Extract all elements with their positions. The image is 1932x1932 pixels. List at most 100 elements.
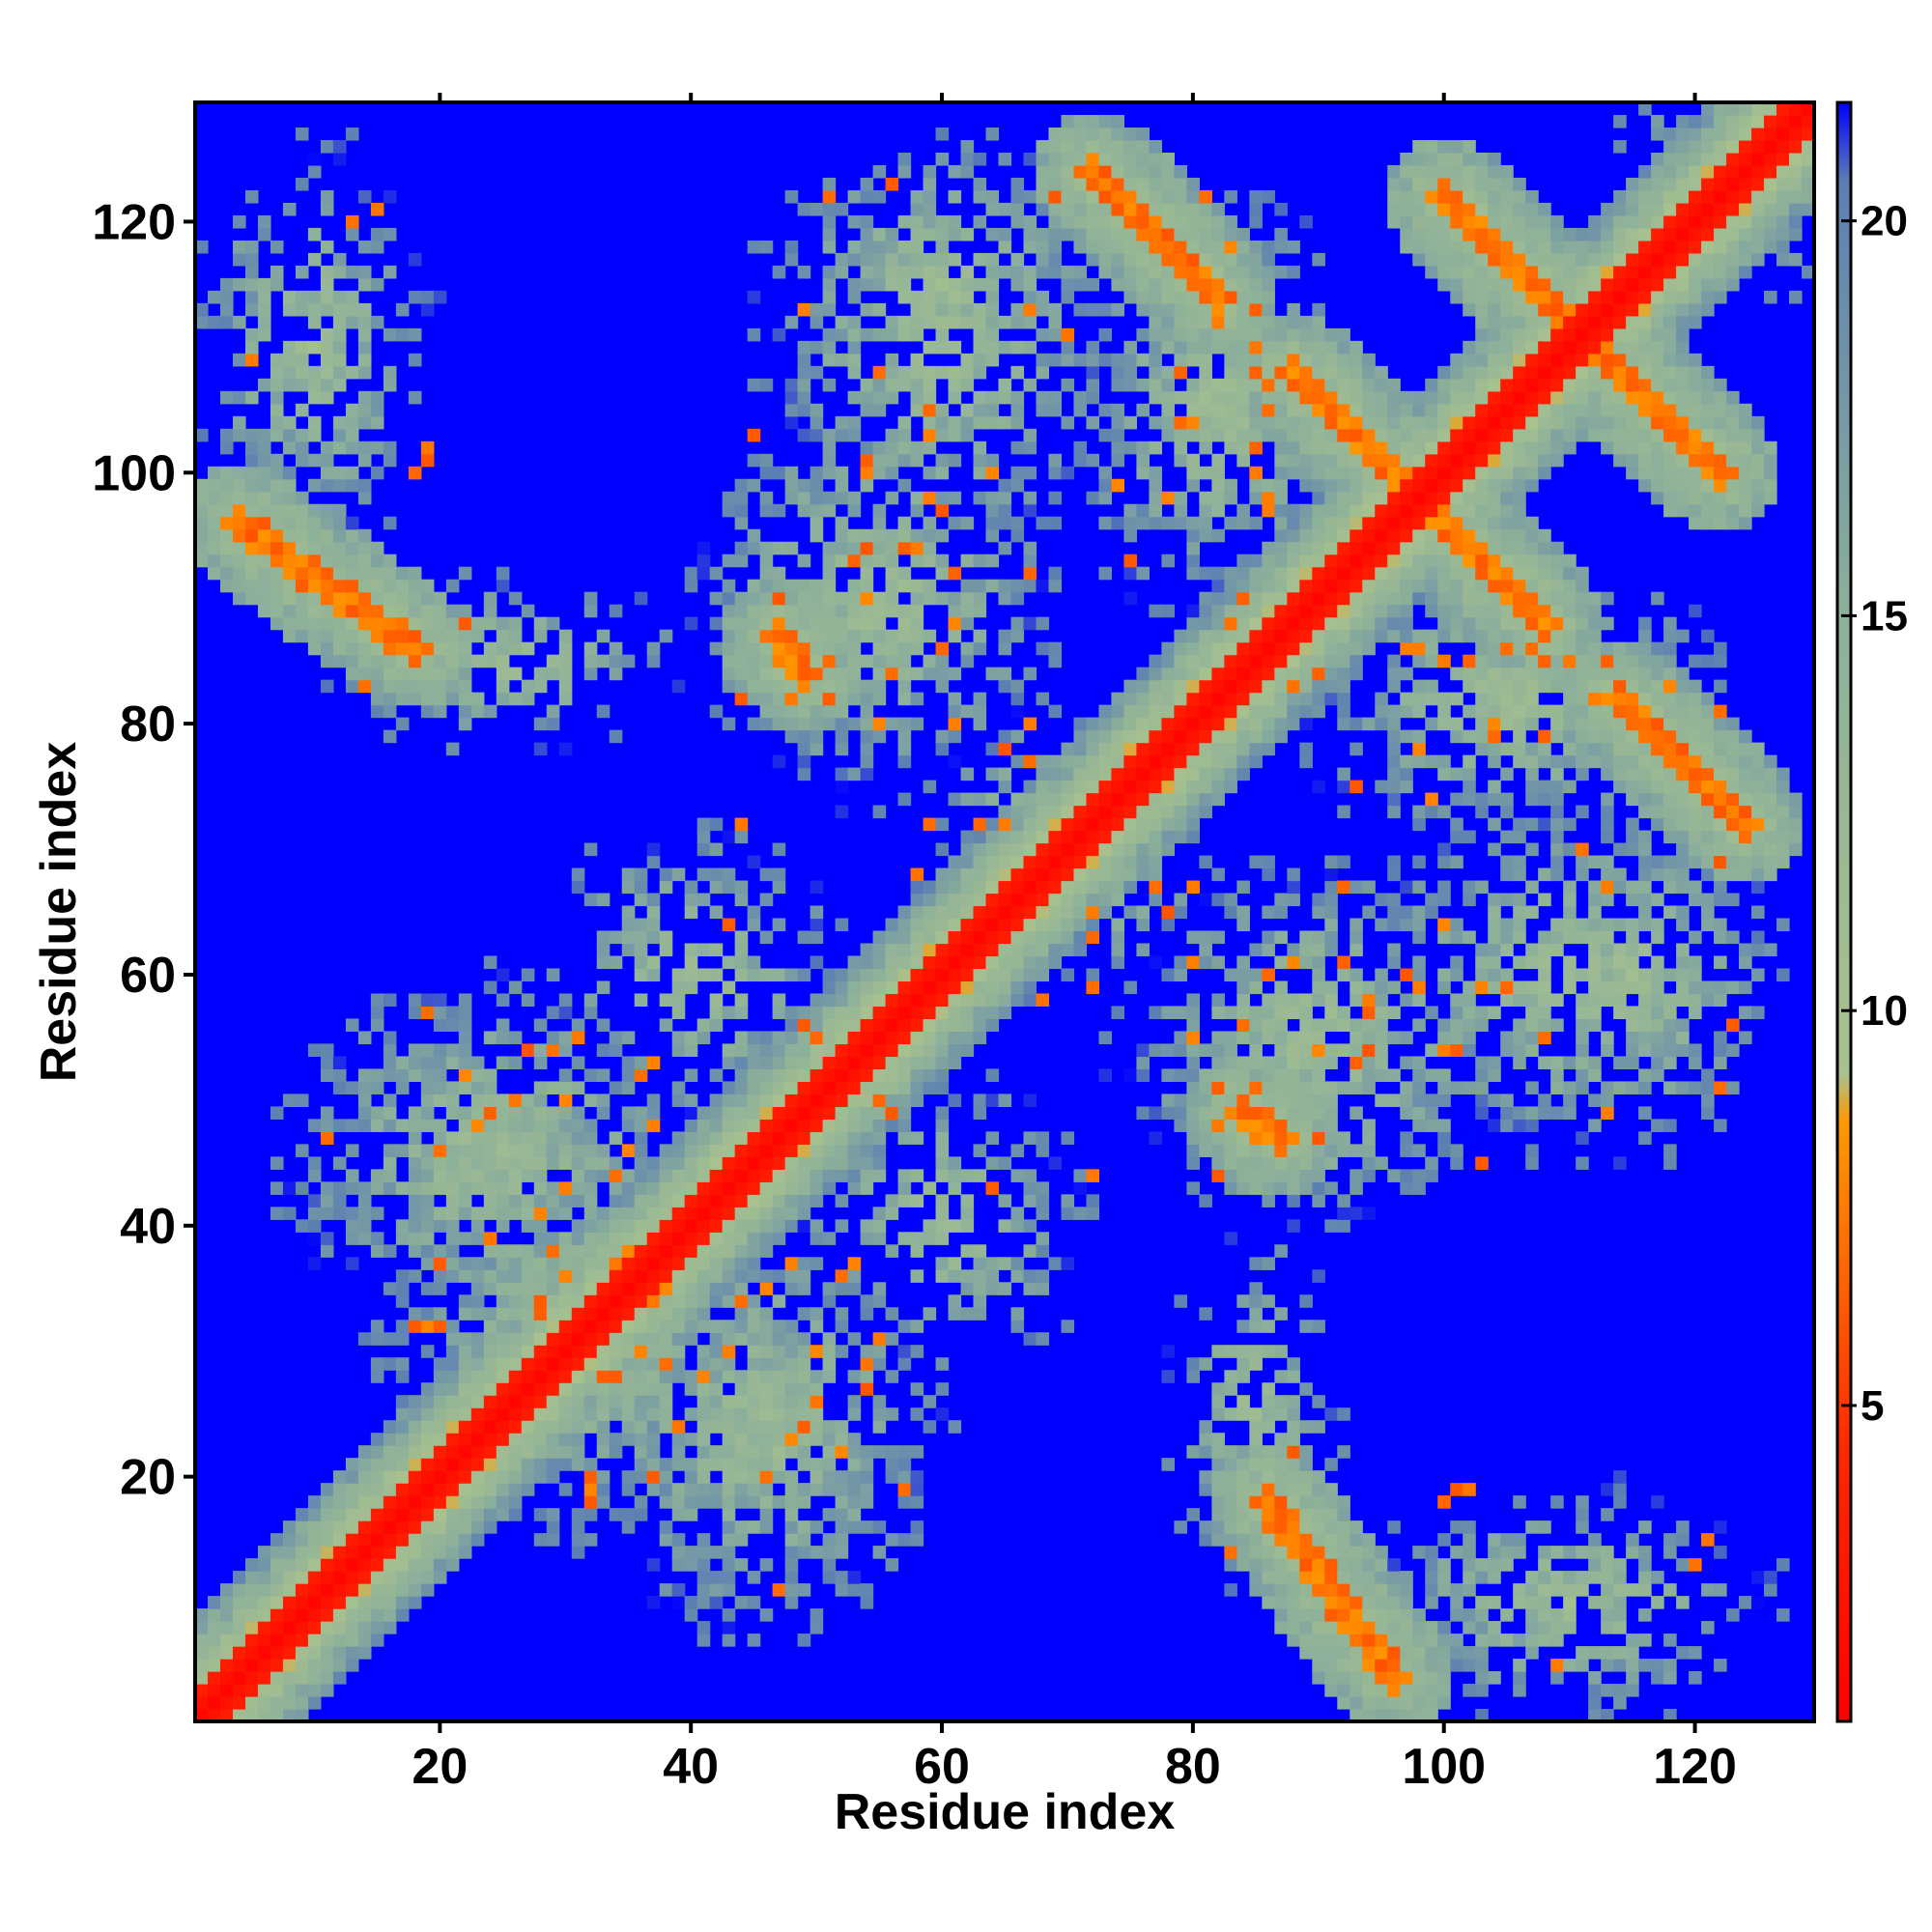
heatmap-cell bbox=[734, 516, 749, 530]
heatmap-cell bbox=[232, 566, 246, 581]
heatmap-cell bbox=[810, 1382, 824, 1396]
heatmap-cell bbox=[1224, 667, 1237, 681]
heatmap-cell bbox=[558, 1232, 573, 1245]
heatmap-cell bbox=[872, 591, 887, 606]
heatmap-cell bbox=[1161, 214, 1175, 229]
heatmap-cell bbox=[1249, 1357, 1263, 1371]
heatmap-cell bbox=[621, 1320, 636, 1333]
heatmap-cell bbox=[1111, 792, 1125, 807]
heatmap-cell bbox=[244, 1634, 259, 1647]
heatmap-cell bbox=[1010, 1207, 1025, 1220]
heatmap-cell bbox=[659, 1583, 673, 1597]
heatmap-cell bbox=[797, 667, 811, 681]
heatmap-cell bbox=[1224, 491, 1237, 505]
heatmap-cell bbox=[370, 1470, 384, 1484]
heatmap-cell bbox=[1337, 1006, 1350, 1020]
heatmap-cell bbox=[1111, 353, 1125, 367]
heatmap-cell bbox=[1174, 214, 1187, 229]
heatmap-cell bbox=[885, 327, 899, 342]
heatmap-cell bbox=[722, 667, 736, 681]
heatmap-cell bbox=[1010, 993, 1025, 1008]
heatmap-cell bbox=[772, 1144, 786, 1157]
heatmap-cell bbox=[1262, 867, 1275, 882]
heatmap-cell bbox=[910, 365, 924, 380]
heatmap-cell bbox=[1199, 893, 1212, 907]
heatmap-cell bbox=[998, 629, 1012, 643]
heatmap-cell bbox=[910, 980, 924, 995]
heatmap-cell bbox=[470, 1332, 485, 1346]
heatmap-cell bbox=[1236, 880, 1250, 895]
heatmap-cell bbox=[684, 980, 698, 995]
heatmap-cell bbox=[1111, 880, 1125, 895]
heatmap-cell bbox=[684, 1307, 698, 1321]
heatmap-cell bbox=[948, 629, 962, 643]
heatmap-cell bbox=[1149, 478, 1162, 493]
heatmap-cell bbox=[496, 692, 510, 706]
heatmap-cell bbox=[219, 290, 234, 304]
heatmap-cell bbox=[684, 1131, 698, 1145]
heatmap-cell bbox=[734, 1282, 749, 1295]
heatmap-cell bbox=[195, 240, 209, 254]
heatmap-cell bbox=[508, 641, 523, 656]
heatmap-cell bbox=[232, 240, 246, 254]
heatmap-cell bbox=[671, 1345, 686, 1358]
heatmap-cell bbox=[1061, 127, 1075, 141]
heatmap-cell bbox=[1236, 503, 1250, 518]
heatmap-cell bbox=[1036, 955, 1050, 970]
heatmap-cell bbox=[1211, 315, 1225, 329]
heatmap-cell bbox=[546, 1269, 560, 1283]
heatmap-cell bbox=[973, 1294, 987, 1308]
heatmap-cell bbox=[1337, 1621, 1350, 1634]
heatmap-cell bbox=[470, 1119, 485, 1132]
heatmap-cell bbox=[1337, 579, 1350, 593]
heatmap-cell bbox=[1324, 353, 1338, 367]
heatmap-cell bbox=[307, 1634, 322, 1647]
heatmap-cell bbox=[270, 1696, 284, 1710]
heatmap-cell bbox=[270, 378, 284, 392]
heatmap-cell bbox=[734, 554, 749, 568]
heatmap-cell bbox=[784, 1583, 799, 1597]
heatmap-cell bbox=[320, 1533, 334, 1547]
heatmap-cell bbox=[395, 1495, 410, 1509]
heatmap-cell bbox=[596, 1332, 611, 1346]
heatmap-cell bbox=[772, 604, 786, 618]
heatmap-cell bbox=[935, 880, 950, 895]
heatmap-cell bbox=[345, 1018, 359, 1033]
heatmap-cell bbox=[797, 704, 811, 719]
heatmap-cell bbox=[797, 968, 811, 982]
heatmap-cell bbox=[558, 1156, 573, 1170]
heatmap-cell bbox=[1262, 265, 1275, 279]
heatmap-cell bbox=[257, 1696, 271, 1710]
heatmap-cell bbox=[772, 754, 786, 769]
heatmap-cell bbox=[1350, 1081, 1363, 1094]
heatmap-cell bbox=[207, 491, 221, 505]
heatmap-cell bbox=[1161, 767, 1175, 781]
heatmap-cell bbox=[1287, 1119, 1300, 1132]
heatmap-cell bbox=[621, 1345, 636, 1358]
heatmap-cell bbox=[960, 1207, 975, 1220]
heatmap-cell bbox=[1211, 679, 1225, 694]
heatmap-cell bbox=[521, 1382, 535, 1396]
heatmap-cell bbox=[1211, 240, 1225, 254]
heatmap-cell bbox=[948, 905, 962, 920]
heatmap-cell bbox=[1287, 1043, 1300, 1058]
heatmap-cell bbox=[546, 1533, 560, 1547]
heatmap-cell bbox=[470, 1181, 485, 1195]
heatmap-cell bbox=[684, 1181, 698, 1195]
heatmap-cell bbox=[1048, 566, 1063, 581]
heatmap-cell bbox=[1073, 453, 1088, 468]
heatmap-cell bbox=[546, 1294, 560, 1308]
heatmap-cell bbox=[370, 240, 384, 254]
heatmap-cell bbox=[860, 1445, 874, 1459]
heatmap-cell bbox=[1337, 340, 1350, 355]
heatmap-cell bbox=[847, 1144, 862, 1157]
heatmap-cell bbox=[1224, 729, 1237, 744]
heatmap-cell bbox=[320, 604, 334, 618]
heatmap-cell bbox=[1249, 754, 1263, 769]
heatmap-cell bbox=[1161, 277, 1175, 292]
heatmap-cell bbox=[1186, 528, 1200, 543]
heatmap-cell bbox=[320, 528, 334, 543]
heatmap-cell bbox=[470, 1056, 485, 1069]
heatmap-cell bbox=[1312, 905, 1325, 920]
heatmap-cell bbox=[1010, 516, 1025, 530]
